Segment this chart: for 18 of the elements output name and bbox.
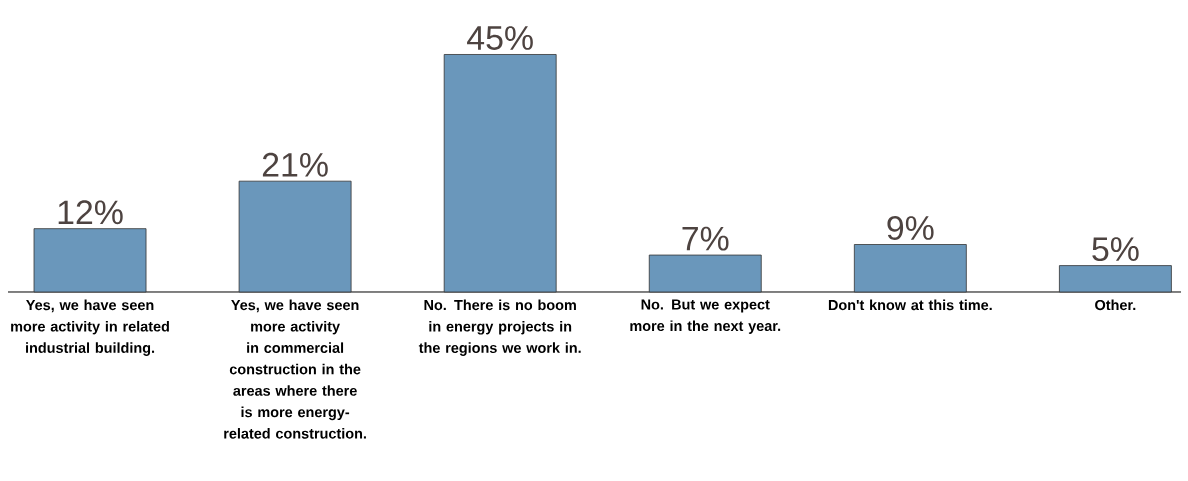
data-label: 21%	[262, 152, 328, 177]
data-label: 7%	[682, 226, 729, 251]
bar	[443, 54, 557, 293]
data-label: 9%	[887, 215, 934, 240]
data-label: 5%	[1092, 237, 1139, 262]
bar	[238, 180, 352, 293]
data-label: 45%	[467, 26, 533, 50]
x-tick-label: No. There is no boom in energy projects in the regions we work in.	[418, 299, 581, 356]
x-tick-label: Don't know at this time.	[828, 299, 992, 311]
bar	[853, 244, 967, 293]
bar	[1059, 265, 1172, 293]
x-tick-label: Yes, we have seen more activity in related industrial building.	[11, 299, 169, 356]
x-tick-label: Other.	[1095, 299, 1136, 311]
bar	[33, 228, 147, 293]
x-tick-label: No. But we expect more in the next year.	[630, 299, 781, 334]
data-label: 12%	[58, 200, 123, 225]
bar	[648, 254, 762, 293]
x-tick-label: Yes, we have seen more activity in commercial construction in the areas where there is more energy-related construction.	[224, 299, 366, 439]
